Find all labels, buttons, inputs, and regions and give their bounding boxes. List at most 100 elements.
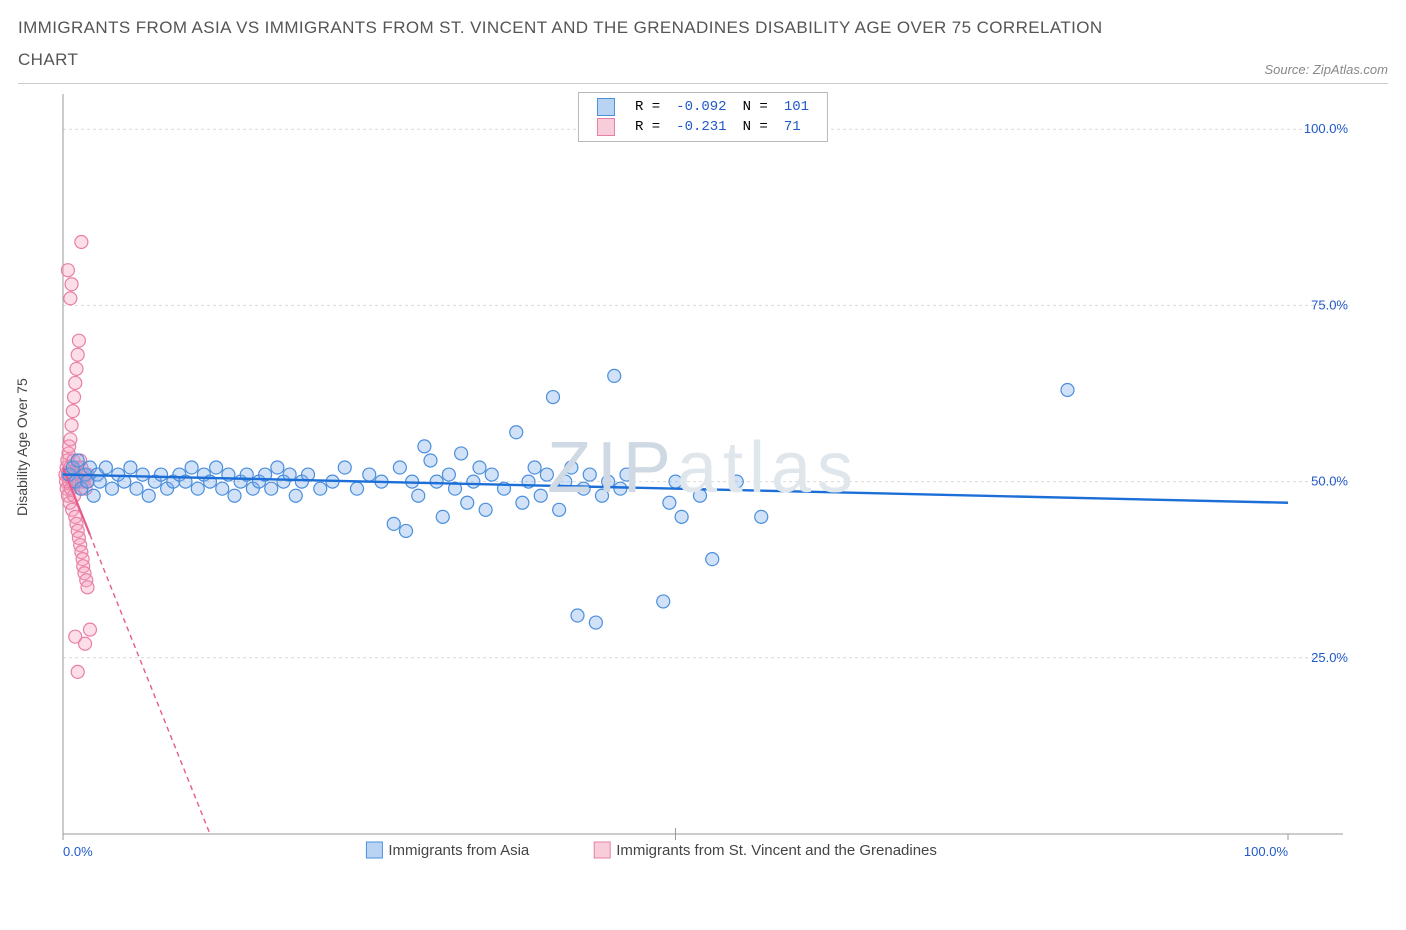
- data-point: [565, 461, 578, 474]
- chart-header: IMMIGRANTS FROM ASIA VS IMMIGRANTS FROM …: [18, 12, 1388, 77]
- data-point: [155, 468, 168, 481]
- data-point: [185, 461, 198, 474]
- y-tick-label: 100.0%: [1304, 121, 1349, 136]
- data-point: [81, 580, 94, 593]
- data-point: [216, 482, 229, 495]
- data-point: [71, 665, 84, 678]
- data-point: [467, 475, 480, 488]
- data-point: [553, 503, 566, 516]
- data-point: [755, 510, 768, 523]
- data-point: [87, 489, 100, 502]
- data-point: [540, 468, 553, 481]
- legend-row-series-a: R = -0.092 N = 101: [589, 97, 817, 117]
- data-point: [136, 468, 149, 481]
- data-point: [387, 517, 400, 530]
- chart-area: Disability Age Over 75 ZIPatlas R = -0.0…: [18, 83, 1388, 884]
- data-point: [473, 461, 486, 474]
- y-axis-label: Disability Age Over 75: [14, 378, 30, 516]
- data-point: [620, 468, 633, 481]
- data-point: [657, 595, 670, 608]
- data-point: [694, 489, 707, 502]
- data-point: [79, 637, 92, 650]
- data-point: [461, 496, 474, 509]
- scatter-plot-svg: 25.0% 50.0% 75.0% 100.0% 0.0% 100.0% Immigrant…: [18, 84, 1358, 874]
- data-point: [412, 489, 425, 502]
- data-point: [400, 524, 413, 537]
- bottom-legend-b: Immigrants from St. Vincent and the Gren…: [616, 842, 937, 859]
- data-point: [547, 390, 560, 403]
- data-point: [289, 489, 302, 502]
- data-point: [65, 277, 78, 290]
- legend-r-b: -0.231: [668, 117, 734, 137]
- data-point: [124, 461, 137, 474]
- data-point: [66, 404, 79, 417]
- data-point: [510, 425, 523, 438]
- data-point: [418, 439, 431, 452]
- data-point: [455, 447, 468, 460]
- data-point: [71, 454, 84, 467]
- source-credit: Source: ZipAtlas.com: [1264, 62, 1388, 77]
- source-name: ZipAtlas.com: [1313, 62, 1388, 77]
- data-point: [436, 510, 449, 523]
- legend-swatch: [594, 842, 610, 858]
- data-point: [142, 489, 155, 502]
- data-point: [589, 616, 602, 629]
- data-point: [130, 482, 143, 495]
- y-tick-label: 50.0%: [1311, 473, 1348, 488]
- legend-n-b: 71: [776, 117, 817, 137]
- data-point: [210, 461, 223, 474]
- data-point: [338, 461, 351, 474]
- data-point: [393, 461, 406, 474]
- data-point: [61, 263, 74, 276]
- data-point: [596, 489, 609, 502]
- legend-n-a: 101: [776, 97, 817, 117]
- x-tick-label: 0.0%: [63, 844, 93, 859]
- data-point: [1061, 383, 1074, 396]
- legend-row-series-b: R = -0.231 N = 71: [589, 117, 817, 137]
- correlation-legend: R = -0.092 N = 101 R = -0.231 N = 71: [578, 92, 828, 142]
- data-point: [430, 475, 443, 488]
- data-point: [663, 496, 676, 509]
- data-point: [65, 418, 78, 431]
- data-point: [479, 503, 492, 516]
- data-point: [485, 468, 498, 481]
- data-point: [71, 348, 84, 361]
- data-point: [363, 468, 376, 481]
- data-point: [534, 489, 547, 502]
- y-tick-label: 25.0%: [1311, 649, 1348, 664]
- data-point: [191, 482, 204, 495]
- data-point: [730, 475, 743, 488]
- chart-title: IMMIGRANTS FROM ASIA VS IMMIGRANTS FROM …: [18, 12, 1118, 77]
- trendline-b-dashed: [90, 534, 210, 833]
- data-point: [106, 482, 119, 495]
- data-point: [68, 390, 81, 403]
- data-point: [99, 461, 112, 474]
- data-point: [93, 475, 106, 488]
- data-point: [583, 468, 596, 481]
- bottom-legend: Immigrants from AsiaImmigrants from St. …: [366, 842, 937, 859]
- legend-r-a: -0.092: [668, 97, 734, 117]
- legend-swatch-b: [597, 118, 615, 136]
- data-point: [608, 369, 621, 382]
- data-point: [675, 510, 688, 523]
- data-point: [265, 482, 278, 495]
- data-point: [442, 468, 455, 481]
- source-prefix: Source:: [1264, 62, 1312, 77]
- data-point: [228, 489, 241, 502]
- data-point: [706, 552, 719, 565]
- legend-swatch: [366, 842, 382, 858]
- data-point: [571, 609, 584, 622]
- legend-swatch-a: [597, 98, 615, 116]
- data-point: [72, 334, 85, 347]
- data-point: [577, 482, 590, 495]
- data-point: [70, 362, 83, 375]
- data-point: [516, 496, 529, 509]
- data-point: [64, 432, 77, 445]
- x-tick-label: 100.0%: [1244, 844, 1289, 859]
- y-tick-label: 75.0%: [1311, 297, 1348, 312]
- data-point: [314, 482, 327, 495]
- data-point: [271, 461, 284, 474]
- data-point: [69, 376, 82, 389]
- data-point: [64, 291, 77, 304]
- data-point: [75, 235, 88, 248]
